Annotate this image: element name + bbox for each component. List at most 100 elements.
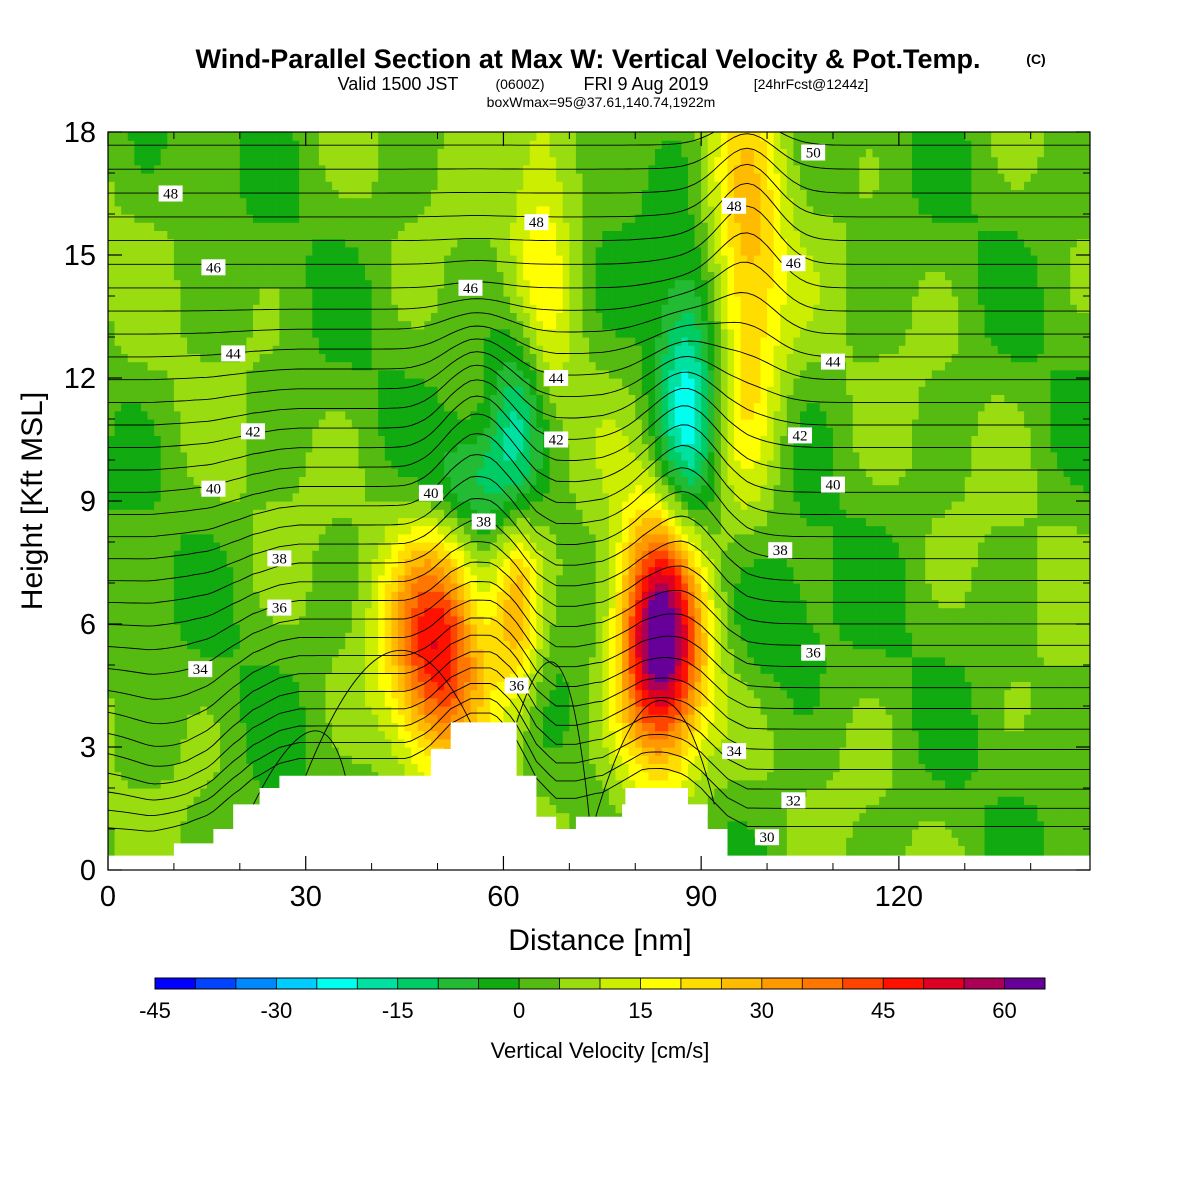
- velocity-cell: [358, 640, 366, 650]
- velocity-cell: [437, 550, 445, 559]
- velocity-cell: [127, 263, 135, 272]
- velocity-cell: [444, 222, 452, 231]
- velocity-cell: [193, 181, 201, 190]
- velocity-cell: [299, 640, 307, 650]
- velocity-cell: [180, 287, 188, 297]
- velocity-cell: [272, 197, 280, 207]
- velocity-cell: [305, 574, 313, 584]
- velocity-cell: [167, 755, 175, 764]
- velocity-cell: [430, 435, 439, 445]
- velocity-cell: [457, 402, 465, 412]
- velocity-cell: [463, 673, 472, 682]
- velocity-cell: [470, 624, 478, 633]
- velocity-cell: [332, 271, 340, 281]
- velocity-cell: [358, 689, 366, 699]
- velocity-cell: [457, 706, 465, 715]
- velocity-cell: [121, 591, 129, 600]
- velocity-cell: [233, 246, 241, 256]
- velocity-cell: [154, 566, 162, 576]
- velocity-cell: [351, 189, 360, 199]
- velocity-cell: [299, 574, 307, 584]
- velocity-cell: [147, 730, 155, 740]
- velocity-cell: [450, 484, 458, 494]
- velocity-cell: [411, 755, 419, 764]
- velocity-cell: [391, 697, 399, 707]
- velocity-cell: [200, 460, 208, 469]
- velocity-cell: [279, 394, 287, 404]
- velocity-cell: [318, 509, 327, 518]
- velocity-cell: [305, 476, 313, 486]
- velocity-cell: [226, 583, 234, 592]
- velocity-cell: [220, 419, 228, 428]
- velocity-cell: [318, 214, 327, 223]
- velocity-cell: [180, 517, 188, 527]
- velocity-cell: [365, 591, 373, 600]
- velocity-cell: [312, 492, 320, 502]
- velocity-cell: [463, 337, 472, 346]
- velocity-cell: [226, 656, 234, 666]
- velocity-cell: [397, 615, 406, 625]
- velocity-cell: [424, 345, 432, 354]
- velocity-cell: [292, 525, 300, 535]
- velocity-cell: [351, 681, 360, 691]
- velocity-cell: [272, 361, 280, 371]
- velocity-cell: [365, 632, 373, 641]
- velocity-cell: [299, 460, 307, 469]
- velocity-cell: [384, 386, 392, 395]
- velocity-cell: [140, 558, 149, 568]
- velocity-cell: [417, 197, 425, 207]
- velocity-cell: [318, 542, 327, 551]
- velocity-cell: [266, 517, 274, 527]
- velocity-cell: [193, 615, 201, 625]
- velocity-cell: [272, 665, 280, 674]
- velocity-cell: [424, 205, 432, 215]
- velocity-cell: [266, 132, 274, 141]
- velocity-cell: [187, 312, 195, 322]
- velocity-cell: [140, 427, 149, 436]
- velocity-cell: [378, 361, 386, 371]
- velocity-cell: [411, 591, 419, 600]
- velocity-cell: [154, 214, 162, 223]
- velocity-cell: [463, 640, 472, 650]
- velocity-cell: [114, 738, 122, 748]
- velocity-cell: [279, 648, 287, 658]
- velocity-cell: [226, 189, 234, 199]
- velocity-cell: [173, 476, 182, 486]
- velocity-cell: [338, 287, 346, 297]
- velocity-cell: [114, 566, 122, 576]
- velocity-cell: [305, 730, 313, 740]
- velocity-cell: [239, 648, 247, 658]
- velocity-cell: [252, 755, 261, 764]
- velocity-cell: [404, 369, 412, 379]
- velocity-cell: [457, 328, 465, 338]
- velocity-cell: [378, 599, 386, 609]
- velocity-cell: [213, 517, 221, 527]
- velocity-cell: [246, 665, 254, 674]
- velocity-cell: [114, 771, 122, 781]
- velocity-cell: [397, 673, 406, 682]
- velocity-cell: [351, 730, 360, 740]
- velocity-cell: [351, 509, 360, 518]
- velocity-cell: [173, 468, 182, 477]
- velocity-cell: [358, 607, 366, 617]
- velocity-cell: [351, 607, 360, 617]
- velocity-cell: [417, 189, 425, 199]
- velocity-cell: [444, 484, 452, 494]
- velocity-cell: [140, 451, 149, 461]
- velocity-cell: [173, 255, 182, 264]
- velocity-cell: [160, 492, 168, 502]
- velocity-cell: [187, 402, 195, 412]
- velocity-cell: [365, 378, 373, 387]
- velocity-cell: [226, 386, 234, 395]
- velocity-cell: [160, 468, 168, 477]
- velocity-cell: [193, 410, 201, 420]
- velocity-cell: [180, 509, 188, 518]
- velocity-cell: [187, 369, 195, 379]
- velocity-cell: [206, 296, 215, 305]
- velocity-cell: [127, 394, 135, 404]
- velocity-cell: [450, 181, 458, 190]
- velocity-cell: [121, 624, 129, 633]
- velocity-cell: [147, 812, 155, 822]
- velocity-cell: [325, 697, 333, 707]
- velocity-cell: [121, 738, 129, 748]
